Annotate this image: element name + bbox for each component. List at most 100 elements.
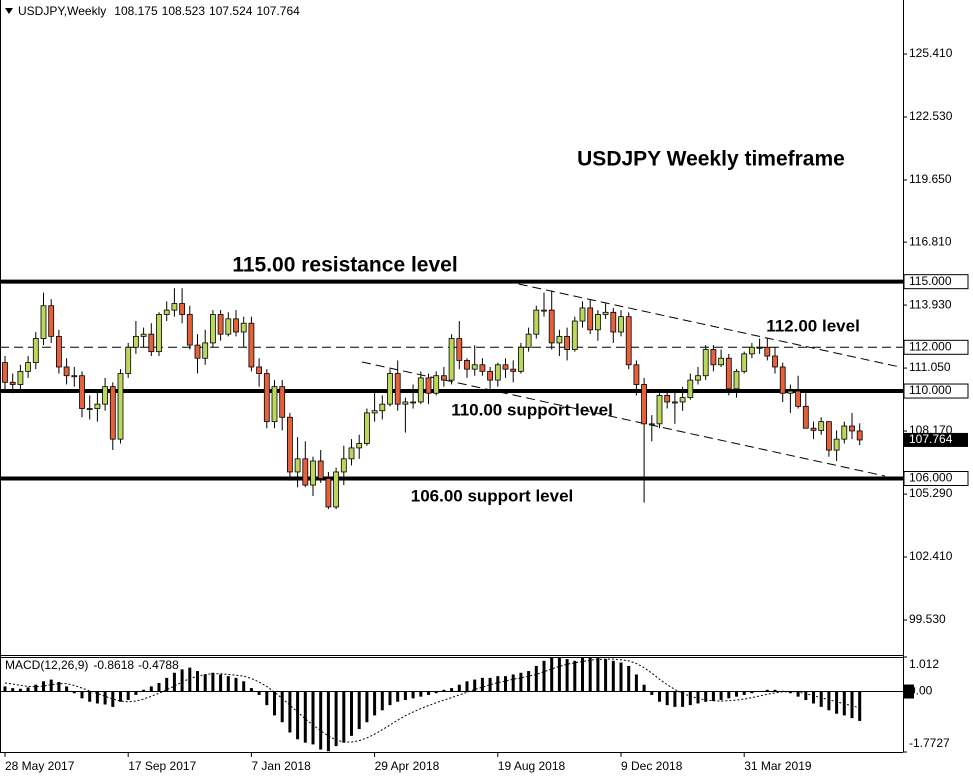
candle-body <box>502 364 509 370</box>
macd-signal: -0.4788 <box>138 658 179 672</box>
candle-body <box>849 425 855 432</box>
candle-body <box>63 366 70 377</box>
y-tick-label: 105.290 <box>909 486 953 500</box>
macd-bar <box>303 691 307 743</box>
x-tick-label: 9 Dec 2018 <box>621 759 683 773</box>
candle-body <box>148 333 155 353</box>
candle-body <box>379 403 386 412</box>
macd-bar <box>596 657 600 692</box>
macd-bar <box>342 691 346 743</box>
candle-body <box>263 373 270 423</box>
level-label-box <box>903 471 969 487</box>
annotation: 112.00 level <box>766 316 860 335</box>
macd-bar <box>18 688 22 692</box>
macd-bar <box>149 686 153 692</box>
candle-body <box>795 390 801 407</box>
candle-body <box>595 314 601 331</box>
macd-bar <box>542 660 546 692</box>
candle-body <box>294 458 301 473</box>
macd-bar <box>711 691 715 702</box>
macd-bar <box>704 691 708 702</box>
macd-bar <box>427 691 430 695</box>
macd-bar <box>788 691 792 694</box>
candle-body <box>248 322 255 368</box>
level-label-box <box>903 339 969 355</box>
macd-bar <box>142 689 146 692</box>
macd-bar <box>226 676 230 692</box>
candle-body <box>86 408 93 410</box>
candle-body <box>71 375 78 378</box>
macd-bar <box>480 677 484 692</box>
candle-body <box>764 346 771 357</box>
macd-bar <box>326 691 330 752</box>
macd-bar <box>858 691 862 721</box>
header-open: 108.175 <box>114 4 158 18</box>
annotation: 110.00 support level <box>451 400 613 419</box>
macd-bar <box>504 676 507 692</box>
macd-bar <box>804 691 808 701</box>
candle-body <box>510 368 517 372</box>
macd-bar <box>80 691 84 699</box>
y-tick-label: 1.012 <box>909 657 939 671</box>
macd-bar <box>673 691 677 707</box>
candle-body <box>448 338 455 381</box>
y-tick-label: 125.410 <box>909 46 953 60</box>
candle-body <box>802 405 809 429</box>
channel-lower <box>361 361 886 477</box>
candles <box>2 288 863 510</box>
current-price-label: 107.764 <box>909 432 953 446</box>
macd-bar <box>95 691 99 704</box>
candle-body <box>695 375 701 381</box>
candle-body <box>310 460 316 486</box>
candle-body <box>633 364 640 385</box>
annotation: USDJPY Weekly timeframe <box>577 148 845 171</box>
macd-bar <box>257 691 261 695</box>
candle-body <box>109 386 116 440</box>
macd-bar <box>473 679 477 692</box>
candle-body <box>841 425 848 440</box>
macd-bar <box>765 689 769 692</box>
candle-body <box>240 322 247 333</box>
candle-body <box>464 360 470 370</box>
y-tick-label: 102.410 <box>909 549 953 563</box>
macd-bar <box>72 691 76 694</box>
candle-body <box>325 478 332 508</box>
candle-body <box>525 333 532 348</box>
annotation: 106.00 support level <box>411 486 574 505</box>
y-tick-label: 122.530 <box>909 109 953 123</box>
macd-bar <box>34 684 38 692</box>
symbol-header: USDJPY,Weekly 108.175 108.523 107.524 107.76… <box>18 4 300 18</box>
candle-body <box>564 335 570 350</box>
macd-bar <box>111 691 115 707</box>
macd-bar <box>172 672 176 692</box>
macd-bar <box>627 665 631 692</box>
candle-body <box>656 395 663 425</box>
candle-body <box>194 344 201 359</box>
candle-body <box>94 403 101 409</box>
macd-bar <box>781 690 785 692</box>
candle-body <box>756 346 763 349</box>
candle-body <box>286 416 293 473</box>
candle-body <box>317 460 324 479</box>
level-label-box <box>903 383 969 399</box>
macd-bar <box>296 691 300 740</box>
macd-bar <box>57 681 61 692</box>
macd-bar <box>419 691 423 697</box>
candle-body <box>718 357 724 366</box>
macd-bar <box>365 691 369 723</box>
candle-body <box>256 366 263 374</box>
candle-body <box>209 314 216 344</box>
symbol: USDJPY,Weekly <box>18 4 106 18</box>
macd-bar <box>604 659 608 692</box>
candle-body <box>772 355 778 368</box>
macd-bar <box>550 657 554 692</box>
macd-bar <box>750 691 754 694</box>
macd-bar <box>658 691 661 702</box>
macd-bar <box>696 691 700 704</box>
candle-body <box>125 346 132 374</box>
candle-body <box>394 373 401 405</box>
candle-body <box>417 377 424 403</box>
macd-bar <box>180 669 184 692</box>
